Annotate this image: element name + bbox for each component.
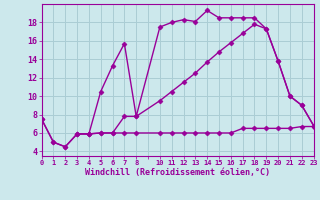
X-axis label: Windchill (Refroidissement éolien,°C): Windchill (Refroidissement éolien,°C) bbox=[85, 168, 270, 177]
